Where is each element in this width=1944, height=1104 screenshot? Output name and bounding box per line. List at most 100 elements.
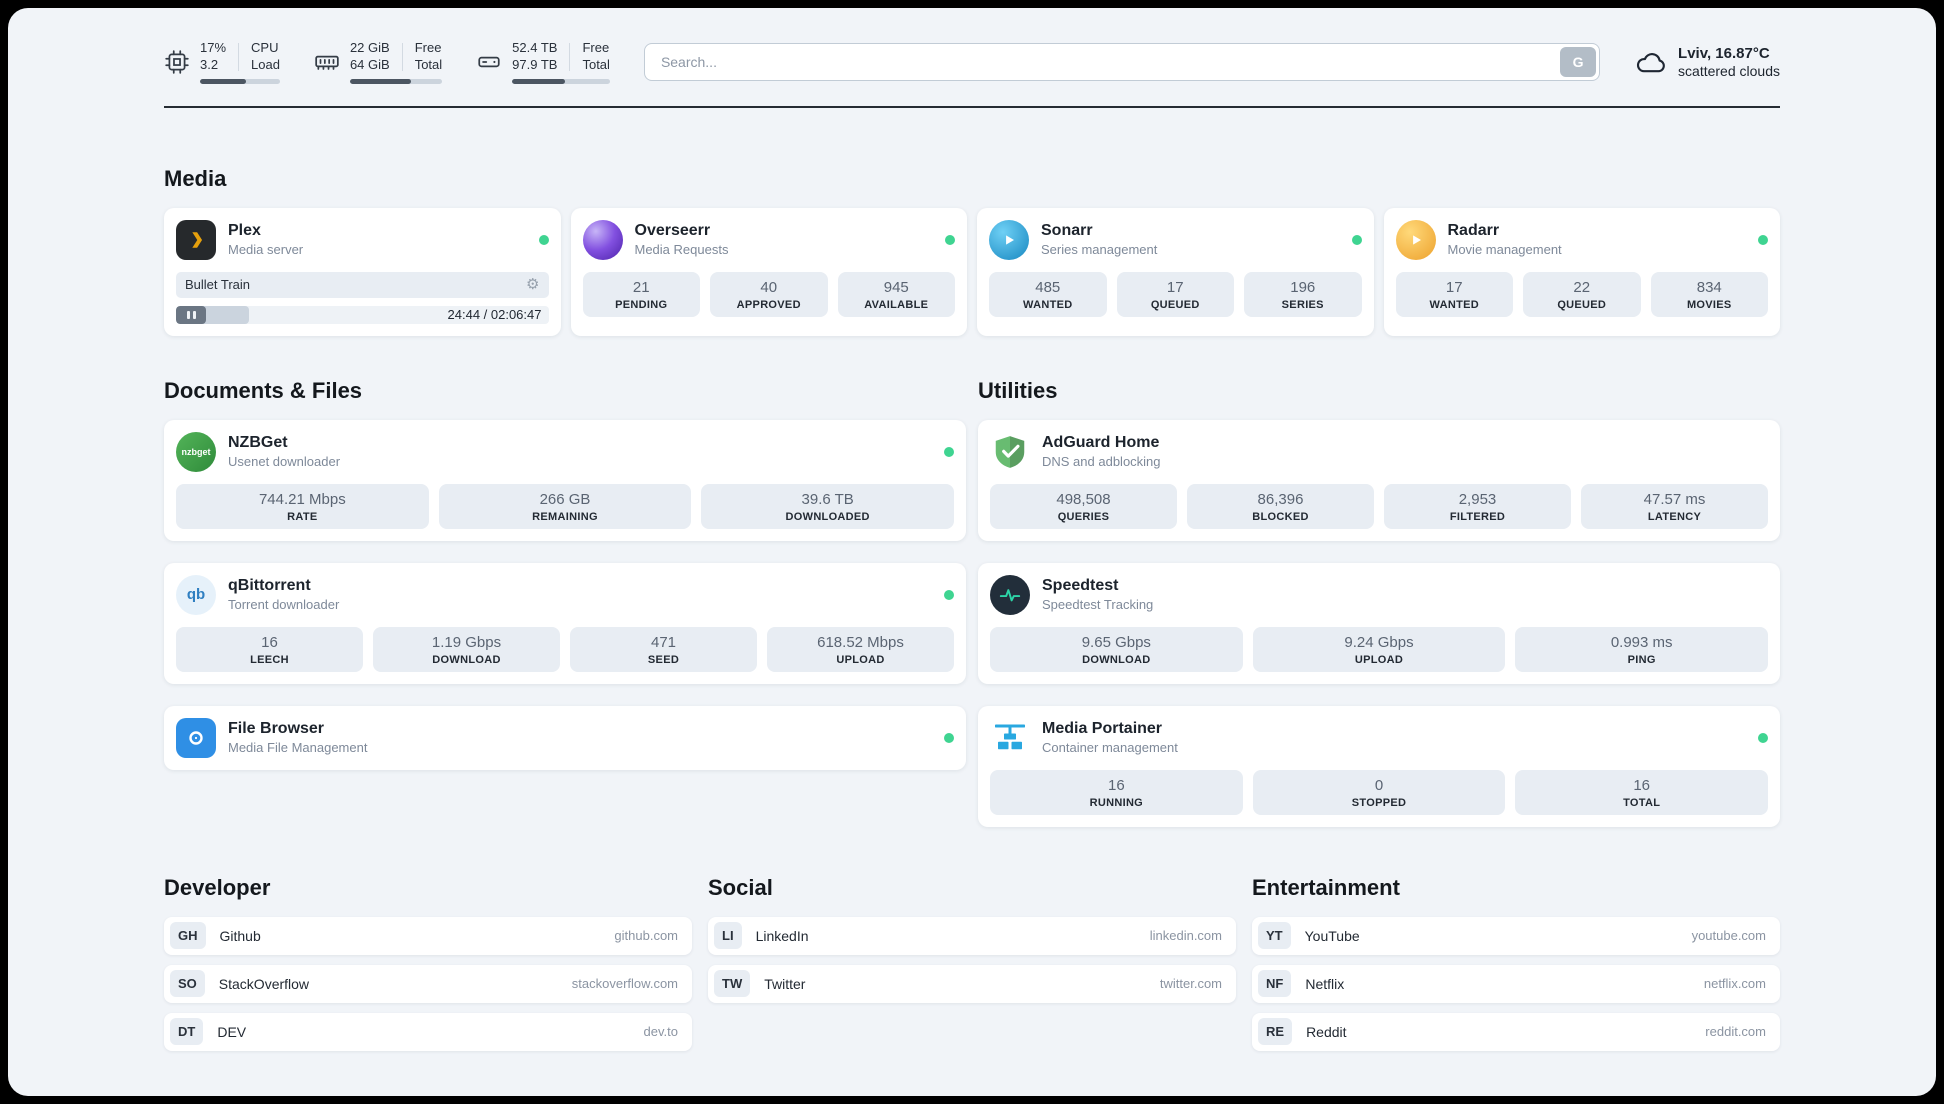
disk-free-value: 52.4 TB [512, 40, 558, 55]
bookmark-abbr: DT [170, 1018, 204, 1046]
stat-label: STOPPED [1351, 796, 1407, 809]
app-card-plex[interactable]: Plex Media server Bullet Train ⚙ 24:44 /… [164, 207, 561, 336]
cpu-icon [164, 49, 190, 75]
stat-value: 17 [1166, 278, 1184, 296]
stat-box: 9.65 Gbps DOWNLOAD [990, 626, 1243, 672]
media-card-grid: Plex Media server Bullet Train ⚙ 24:44 /… [164, 207, 1780, 336]
sonarr-icon [989, 219, 1029, 260]
now-playing-row: Bullet Train ⚙ [176, 271, 549, 298]
ram-free-value: 22 GiB [349, 40, 390, 55]
pause-icon[interactable] [176, 305, 206, 324]
bookmark-linkedin[interactable]: LI LinkedIn linkedin.com [708, 916, 1236, 955]
bookmark-stackoverflow[interactable]: SO StackOverflow stackoverflow.com [164, 964, 692, 1003]
bookmark-youtube[interactable]: YT YouTube youtube.com [1252, 916, 1780, 955]
stat-value: 1.19 Gbps [431, 633, 502, 651]
stat-box: 834 MOVIES [1650, 271, 1768, 317]
bookmark-name: LinkedIn [755, 927, 809, 944]
bookmark-url: netflix.com [1703, 976, 1766, 992]
ram-label-top: Free [414, 40, 442, 55]
ram-total-value: 64 GiB [349, 56, 390, 72]
divider [569, 42, 571, 71]
radarr-icon [1395, 219, 1436, 260]
playback-time: 24:44 / 02:06:47 [447, 307, 542, 323]
stat-label: UPLOAD [836, 653, 885, 666]
bookmark-github[interactable]: GH Github github.com [164, 916, 692, 955]
stat-box: 9.24 Gbps UPLOAD [1252, 626, 1506, 672]
stat-label: WANTED [1429, 298, 1479, 311]
stat-box: 39.6 TB DOWNLOADED [701, 483, 955, 529]
stat-box: 498,508 QUERIES [990, 483, 1177, 529]
search-engine-button[interactable]: G [1560, 46, 1597, 77]
gear-icon[interactable]: ⚙ [526, 276, 540, 294]
bookmark-twitter[interactable]: TW Twitter twitter.com [708, 964, 1236, 1003]
bookmark-url: reddit.com [1705, 1024, 1766, 1040]
bookmark-abbr: SO [170, 970, 205, 998]
stat-value: 86,396 [1257, 490, 1304, 508]
bookmark-abbr: TW [714, 970, 751, 998]
app-card-nzbget[interactable]: nzbget NZBGet Usenet downloader 744.21 M… [164, 419, 966, 541]
playback-progress-bar[interactable]: 24:44 / 02:06:47 [176, 305, 549, 324]
bookmark-dev[interactable]: DT DEV dev.to [164, 1012, 692, 1051]
bookmark-name: Netflix [1305, 975, 1345, 992]
app-name: AdGuard Home [1042, 434, 1160, 452]
bookmark-name: DEV [217, 1023, 247, 1040]
status-dot [944, 732, 954, 743]
app-card-qbittorrent[interactable]: qb qBittorrent Torrent downloader 16 LEE… [164, 562, 966, 684]
utilities-column: Utilities [978, 378, 1780, 827]
stat-box: 16 LEECH [176, 626, 363, 672]
status-dot [1758, 732, 1768, 743]
stat-box: 618.52 Mbps UPLOAD [767, 626, 954, 672]
bookmark-url: linkedin.com [1149, 928, 1222, 944]
bookmark-abbr: YT [1258, 922, 1291, 950]
divider [401, 42, 403, 71]
stat-label: REMAINING [532, 510, 598, 523]
bookmark-name: YouTube [1304, 927, 1360, 944]
disk-usage-bar [512, 78, 610, 84]
stat-label: DOWNLOAD [432, 653, 501, 666]
stat-box: 2,953 FILTERED [1384, 483, 1571, 529]
app-card-radarr[interactable]: Radarr Movie management 17 WANTED 22 QUE… [1383, 207, 1780, 336]
app-card-adguard[interactable]: AdGuard Home DNS and adblocking 498,508 … [978, 419, 1780, 541]
app-card-filebrowser[interactable]: File Browser Media File Management [164, 705, 966, 770]
app-name: qBittorrent [228, 577, 311, 595]
app-card-speedtest[interactable]: Speedtest Speedtest Tracking 9.65 Gbps D… [978, 562, 1780, 684]
stat-value: 9.65 Gbps [1081, 633, 1151, 651]
overseerr-icon [582, 219, 623, 260]
stat-value: 945 [883, 278, 909, 296]
app-subtitle: Media Requests [634, 242, 729, 258]
stat-label: RATE [287, 510, 318, 523]
section-title-media: Media [164, 165, 227, 191]
app-card-overseerr[interactable]: Overseerr Media Requests 21 PENDING 40 A… [570, 207, 967, 336]
app-name: File Browser [228, 720, 325, 738]
app-card-sonarr[interactable]: Sonarr Series management 485 WANTED 17 Q… [977, 207, 1374, 336]
stat-box: 86,396 BLOCKED [1187, 483, 1374, 529]
top-bar: 17% 3.2 CPU Load [164, 8, 1780, 84]
ram-label-bottom: Total [414, 56, 443, 72]
bookmark-abbr: RE [1258, 1018, 1293, 1046]
stat-label: SEED [647, 653, 680, 666]
cloud-icon [1634, 45, 1668, 79]
status-dot [538, 234, 549, 245]
bookmark-reddit[interactable]: RE Reddit reddit.com [1252, 1012, 1780, 1051]
bookmark-group-entertainment: Entertainment YT YouTube youtube.com NF … [1252, 875, 1780, 1051]
app-card-portainer[interactable]: Media Portainer Container management 16 … [978, 705, 1780, 827]
app-name: Plex [228, 222, 261, 240]
stat-label: DOWNLOADED [785, 510, 870, 523]
section-title-entertainment: Entertainment [1252, 874, 1400, 900]
stat-label: BLOCKED [1252, 510, 1309, 523]
disk-label-top: Free [582, 40, 610, 55]
stat-box: 22 QUEUED [1523, 271, 1641, 317]
weather-widget: Lviv, 16.87°C scattered clouds [1634, 45, 1780, 79]
app-name: Sonarr [1041, 222, 1093, 240]
stat-box: 40 APPROVED [710, 271, 828, 317]
stat-value: 22 [1573, 278, 1591, 296]
stat-value: 485 [1035, 278, 1061, 296]
bookmark-name: Github [219, 927, 261, 944]
bookmark-abbr: GH [170, 922, 206, 950]
search-input[interactable] [643, 42, 1601, 81]
stat-label: PING [1627, 653, 1656, 666]
cpu-load-value: 3.2 [200, 56, 219, 72]
stat-label: LATENCY [1647, 510, 1702, 523]
stat-box: 16 TOTAL [1515, 769, 1769, 815]
bookmark-netflix[interactable]: NF Netflix netflix.com [1252, 964, 1780, 1003]
